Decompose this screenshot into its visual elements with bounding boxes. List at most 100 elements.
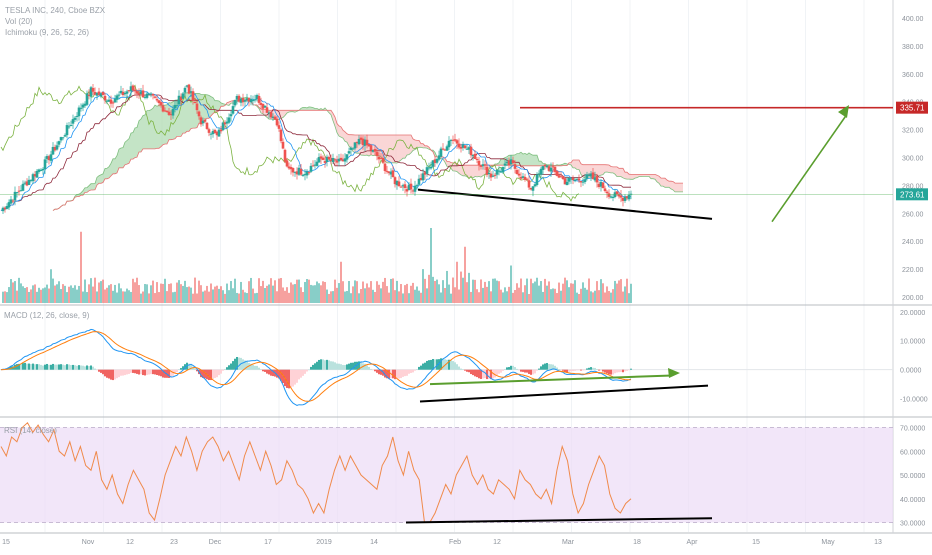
volume-bar — [590, 291, 592, 303]
macd-histogram-bar — [118, 369, 120, 378]
ichimoku-cloud — [673, 181, 675, 192]
volume-bar — [518, 287, 520, 303]
volume-bar — [474, 279, 476, 303]
candle-body — [263, 105, 267, 108]
candle-body — [187, 84, 191, 94]
candle-body — [537, 173, 541, 175]
macd-histogram-bar — [204, 369, 206, 379]
macd-histogram-bar — [432, 358, 434, 370]
time-axis-label: 17 — [264, 539, 272, 546]
volume-bar — [136, 277, 138, 303]
ichimoku-cloud — [671, 181, 673, 190]
volume-bar — [286, 287, 288, 303]
rsi-pane[interactable] — [0, 422, 893, 523]
volume-bar — [300, 287, 302, 303]
volume-bar — [204, 290, 206, 303]
volume-bar — [280, 277, 282, 303]
candle-body — [381, 157, 385, 163]
macd-histogram-bar — [438, 359, 440, 370]
macd-histogram-bar — [88, 366, 90, 370]
macd-histogram-bar — [466, 369, 468, 372]
volume-bar — [282, 287, 284, 303]
candle-body — [523, 176, 527, 180]
macd-histogram-bar — [280, 369, 282, 381]
volume-bar — [500, 289, 502, 303]
volume-bar — [314, 285, 316, 303]
candle-body — [315, 161, 319, 166]
macd-histogram-bar — [208, 369, 210, 381]
macd-histogram-bar — [388, 369, 390, 379]
candle-body — [93, 92, 97, 95]
macd-histogram-bar — [304, 369, 306, 374]
candle-body — [179, 96, 183, 101]
candle-body — [447, 140, 451, 148]
candle-body — [465, 148, 469, 150]
candle-body — [395, 180, 399, 186]
volume-bar — [276, 291, 278, 303]
candle-body — [293, 171, 297, 173]
macd-histogram-bar — [588, 367, 590, 370]
candle-body — [445, 146, 449, 151]
candle-body — [125, 91, 129, 94]
candle-body — [387, 171, 391, 174]
macd-histogram-bar — [570, 369, 572, 372]
volume-bar — [446, 270, 448, 303]
candle-body — [361, 138, 365, 145]
volume-bar — [610, 292, 612, 303]
candle-body — [19, 190, 23, 192]
ichimoku-cloud — [329, 110, 331, 115]
ichimoku-cloud — [217, 100, 219, 112]
candle-body — [437, 155, 441, 160]
rsi-axis-label: 60.0000 — [900, 449, 925, 456]
ichimoku-cloud — [573, 159, 575, 168]
macd-histogram-bar — [522, 369, 524, 372]
ichimoku-cloud — [645, 174, 647, 177]
ichimoku-cloud — [197, 93, 199, 128]
macd-histogram-bar — [342, 364, 344, 370]
candle-body — [119, 90, 123, 94]
ichimoku-cloud — [109, 163, 111, 178]
candle-body — [247, 98, 251, 102]
candle-body — [385, 170, 389, 172]
volume-bar — [522, 292, 524, 303]
ichimoku-cloud — [219, 101, 221, 111]
macd-histogram-bar — [62, 364, 64, 370]
candle-body — [153, 96, 157, 98]
candle-body — [527, 180, 531, 188]
candle-body — [565, 181, 569, 186]
candle-body — [601, 182, 605, 189]
ichimoku-cloud — [421, 143, 423, 148]
volume-bar — [184, 280, 186, 303]
volume-bar — [76, 289, 78, 303]
volume-bar — [108, 285, 110, 303]
candle-body — [497, 170, 501, 172]
volume-bar — [178, 280, 180, 303]
volume-bar — [526, 278, 528, 303]
volume-bar — [562, 283, 564, 303]
volume-bar — [230, 281, 232, 303]
candle-body — [347, 151, 351, 154]
volume-bar — [344, 291, 346, 303]
price-pane[interactable] — [0, 81, 683, 303]
macd-histogram-bar — [416, 369, 418, 370]
volume-bar — [60, 289, 62, 303]
volume-bar — [142, 291, 144, 303]
candle-body — [483, 164, 487, 166]
candle-body — [425, 167, 429, 174]
macd-histogram-bar — [58, 364, 60, 370]
volume-bar — [110, 284, 112, 303]
volume-bar — [432, 276, 434, 303]
ichimoku-cloud — [193, 92, 195, 129]
volume-bar — [400, 284, 402, 303]
candle-body — [127, 90, 131, 92]
volume-bar — [320, 285, 322, 303]
macd-histogram-bar — [436, 359, 438, 370]
macd-histogram-bar — [18, 363, 20, 370]
volume-bar — [192, 293, 194, 303]
macd-histogram-bar — [16, 364, 18, 370]
macd-pane[interactable] — [0, 328, 893, 406]
ichimoku-cloud — [501, 158, 503, 166]
macd-line — [0, 328, 632, 406]
volume-bar — [80, 231, 82, 303]
volume-bar — [96, 291, 98, 303]
